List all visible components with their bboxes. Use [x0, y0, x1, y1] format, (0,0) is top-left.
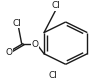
Text: Cl: Cl — [52, 1, 61, 10]
Text: Cl: Cl — [49, 71, 57, 80]
Text: O: O — [5, 48, 12, 57]
Text: O: O — [31, 40, 38, 49]
Text: Cl: Cl — [13, 19, 22, 28]
